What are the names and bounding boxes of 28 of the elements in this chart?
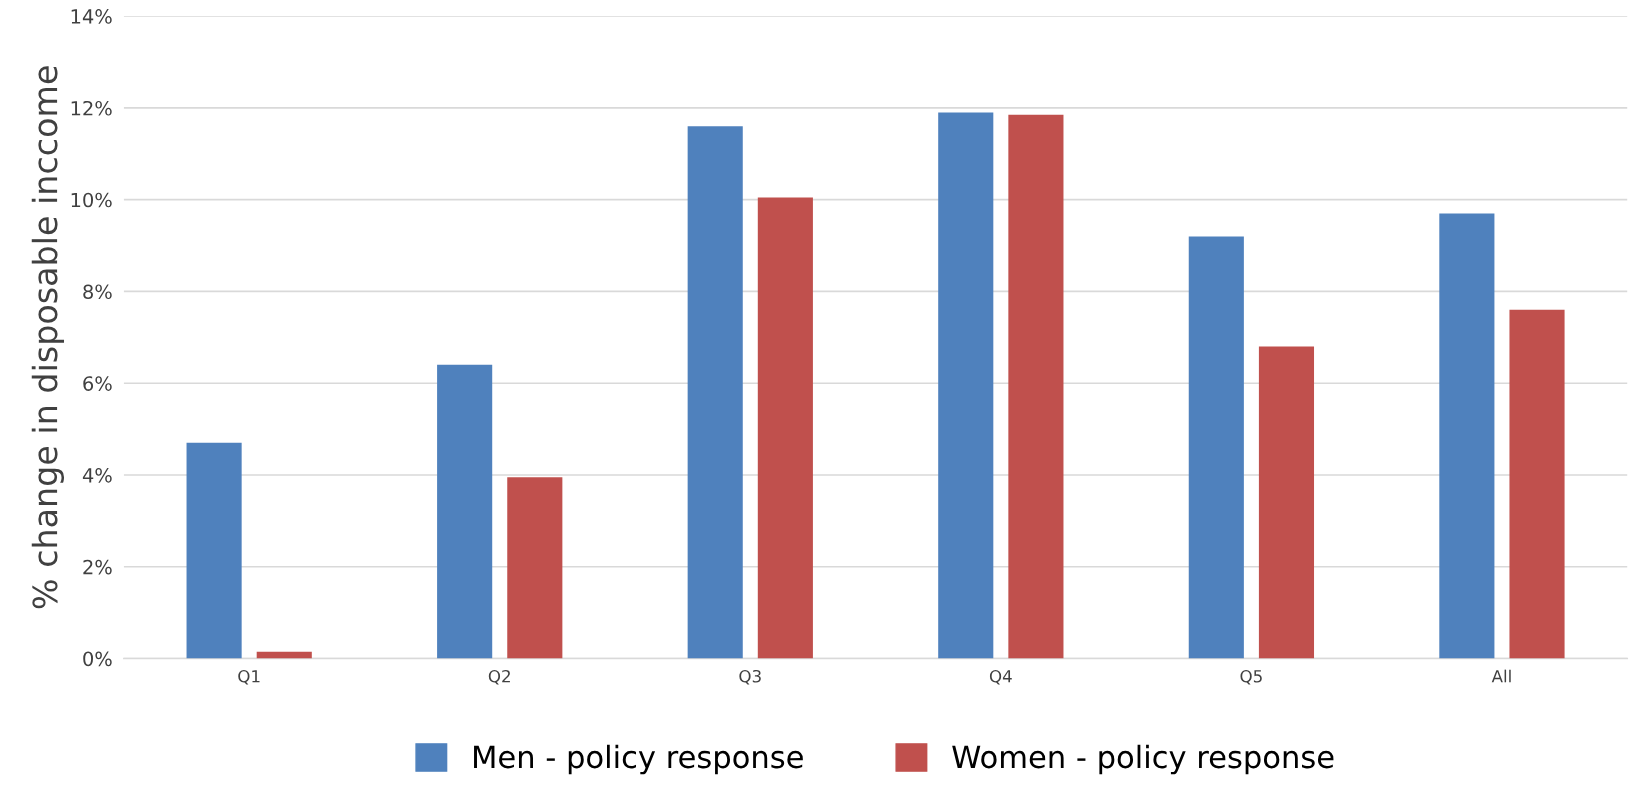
bar xyxy=(1258,346,1315,659)
x-tick-label: Q2 xyxy=(488,669,510,685)
x-tick-label: Q4 xyxy=(989,669,1012,685)
bar xyxy=(1188,236,1244,659)
x-tick-label: Q1 xyxy=(238,669,260,685)
x-tick-label: All xyxy=(1491,669,1511,683)
bar xyxy=(1008,114,1064,659)
y-tick-label: 12% xyxy=(71,100,112,116)
y-tick-label: 10% xyxy=(71,192,112,208)
y-tick-label: 6% xyxy=(83,376,112,391)
bar xyxy=(186,442,242,659)
bar xyxy=(507,477,563,659)
y-tick-label: 2% xyxy=(83,559,112,575)
bar xyxy=(687,126,743,659)
bar xyxy=(1439,213,1495,659)
bar xyxy=(757,197,813,659)
y-tick-label: 8% xyxy=(83,284,112,300)
y-tick-label: 14% xyxy=(71,9,112,24)
x-tick-label: Q3 xyxy=(739,669,761,685)
legend-label: Men - policy response xyxy=(474,744,803,775)
bar xyxy=(938,112,994,659)
y-axis-title: % change in disposable inccome xyxy=(31,66,65,609)
y-tick-label: 4% xyxy=(82,467,112,483)
legend-label: Women - policy response xyxy=(952,744,1334,775)
x-tick-label: Q5 xyxy=(1240,669,1262,685)
bar xyxy=(437,364,493,659)
y-tick-label: 0% xyxy=(83,651,112,667)
bar xyxy=(1509,309,1565,659)
